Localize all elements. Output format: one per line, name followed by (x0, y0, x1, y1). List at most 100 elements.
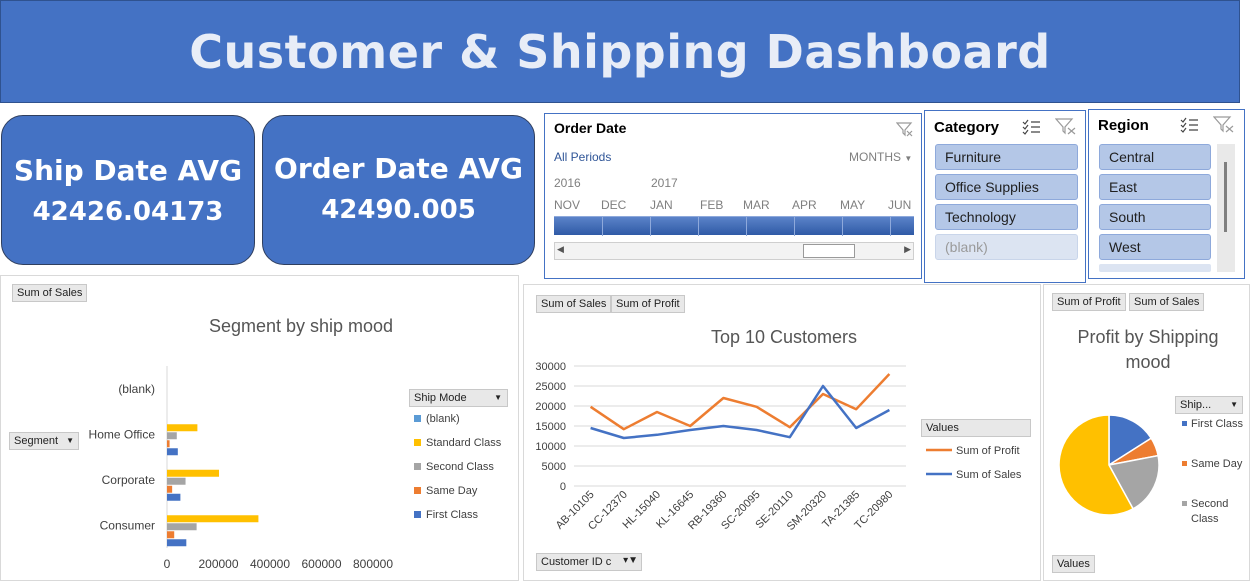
category-slicer: Category Furniture Office Supplies Techn… (924, 110, 1086, 283)
kpi-card-ship-date: Ship Date AVG 42426.04173 (1, 115, 255, 265)
chevron-down-icon: ▼ (494, 393, 502, 402)
x-tick-label: 400000 (250, 557, 290, 571)
y-tick-label: 5000 (542, 461, 566, 473)
legend-swatch (414, 463, 421, 470)
filter-icon: ▾▼ (623, 555, 638, 566)
axis-button-label: Customer ID c (541, 556, 612, 568)
slicer-item-central[interactable]: Central (1099, 144, 1211, 170)
axis-button-customer-id[interactable]: Customer ID c ▾▼ (536, 553, 642, 571)
month-label: JUN (888, 198, 912, 212)
bar (167, 432, 177, 440)
pie-slice (1058, 414, 1135, 516)
chart-title: Segment by ship mood (208, 316, 394, 336)
legend-label: Second Class (426, 461, 494, 473)
timeline-year: 2017 (651, 176, 678, 190)
slicer-item-partial (1099, 264, 1211, 272)
pie-slice (1108, 414, 1153, 467)
bar (167, 493, 181, 501)
profit-pie-chart: First Class Same Day Second Class (1058, 414, 1243, 525)
legend-label: Sum of Sales (956, 469, 1022, 481)
slicer-item-south[interactable]: South (1099, 204, 1211, 230)
profit-pie-panel: Sum of Profit Sum of Sales Profit by Shi… (1043, 284, 1250, 581)
x-tick-label: 200000 (198, 557, 238, 571)
y-tick-label: 25000 (535, 381, 566, 393)
field-button-sum-of-sales[interactable]: Sum of Sales (536, 295, 612, 313)
scrollbar-thumb[interactable] (1224, 162, 1227, 232)
timeline-periods-label: All Periods (554, 150, 612, 164)
clear-filter-icon[interactable] (896, 121, 914, 137)
field-button-sum-of-profit[interactable]: Sum of Profit (1052, 293, 1126, 311)
legend-button-ship-mode[interactable]: Ship... ▼ (1175, 396, 1243, 414)
segment-bar-chart: 0 200000 400000 600000 800000 Consumer Corpora… (89, 366, 502, 571)
legend-label: Sum of Profit (956, 445, 1020, 457)
scroll-right-icon[interactable]: ▶ (904, 244, 911, 254)
legend-swatch (414, 415, 421, 422)
month-label: MAR (743, 198, 770, 212)
top-customers-panel: Sum of Sales Sum of Profit Top 10 Custom… (523, 284, 1041, 581)
timeline-year: 2016 (554, 176, 581, 190)
category-label: Home Office (89, 427, 156, 441)
slicer-item-west[interactable]: West (1099, 234, 1211, 260)
month-label: APR (792, 198, 817, 212)
slicer-title: Region (1098, 117, 1149, 134)
x-tick-label: 600000 (301, 557, 341, 571)
legend-button-ship-mode[interactable]: Ship Mode ▼ (409, 389, 508, 407)
month-label: NOV (554, 198, 581, 212)
chart-title: Top 10 Customers (710, 327, 858, 347)
chevron-down-icon: ▼ (1230, 400, 1238, 409)
legend-swatch (414, 487, 421, 494)
slicer-item-technology[interactable]: Technology (935, 204, 1078, 230)
series-line (590, 384, 890, 440)
axis-button-label: Segment (14, 435, 59, 447)
timeline-scrollbar[interactable]: ◀ ▶ (554, 242, 914, 260)
region-slicer: Region Central East South West (1088, 109, 1245, 279)
values-button[interactable]: Values (1052, 555, 1095, 573)
category-label: (blank) (118, 382, 155, 396)
field-button-sum-of-profit[interactable]: Sum of Profit (611, 295, 685, 313)
month-label: MAY (840, 198, 866, 212)
legend-label: First Class (426, 509, 478, 521)
chevron-down-icon: ▼ (904, 154, 913, 163)
multi-select-icon[interactable] (1021, 118, 1041, 136)
timeline-level-dropdown[interactable]: MONTHS ▼ (849, 150, 912, 164)
bar (167, 448, 178, 456)
x-tick-label: 800000 (353, 557, 393, 571)
legend-swatch (414, 439, 421, 446)
scroll-left-icon[interactable]: ◀ (557, 244, 564, 254)
month-label: JAN (650, 198, 673, 212)
month-label: DEC (601, 198, 627, 212)
timeline-months: NOV DEC JAN FEB MAR APR MAY JUN (554, 198, 914, 212)
bar (167, 523, 197, 531)
legend-swatch (414, 511, 421, 518)
timeline-selection-bar[interactable] (554, 216, 914, 236)
kpi-label: Order Date AVG (274, 152, 523, 185)
field-button-sum-of-sales[interactable]: Sum of Sales (1129, 293, 1205, 311)
legend-swatch (1182, 461, 1187, 466)
scrollbar-thumb[interactable] (803, 244, 855, 258)
bar (167, 440, 170, 448)
series-line (589, 373, 891, 431)
category-label: Corporate (102, 473, 156, 487)
slicer-scrollbar[interactable] (1217, 144, 1235, 272)
slicer-item-office-supplies[interactable]: Office Supplies (935, 174, 1078, 200)
page-title: Customer & Shipping Dashboard (189, 24, 1051, 79)
kpi-card-order-date: Order Date AVG 42490.005 (262, 115, 535, 265)
timeline-title: Order Date (554, 120, 627, 136)
bar (167, 485, 173, 493)
clear-filter-icon[interactable] (1213, 115, 1235, 133)
slicer-item-blank[interactable]: (blank) (935, 234, 1078, 260)
legend-label: Same Day (1191, 458, 1243, 470)
y-tick-label: 15000 (535, 421, 566, 433)
field-button-sum-of-sales[interactable]: Sum of Sales (12, 284, 88, 302)
slicer-item-east[interactable]: East (1099, 174, 1211, 200)
legend-swatch (1182, 501, 1187, 506)
axis-button-segment[interactable]: Segment ▼ (9, 432, 79, 450)
legend-label: (blank) (426, 413, 460, 425)
multi-select-icon[interactable] (1179, 116, 1199, 134)
slicer-item-furniture[interactable]: Furniture (935, 144, 1078, 170)
y-tick-label: 10000 (535, 441, 566, 453)
pie-slice (1107, 454, 1160, 510)
legend-values-title: Values (921, 419, 1031, 437)
bar (167, 515, 259, 523)
clear-filter-icon[interactable] (1055, 117, 1077, 135)
